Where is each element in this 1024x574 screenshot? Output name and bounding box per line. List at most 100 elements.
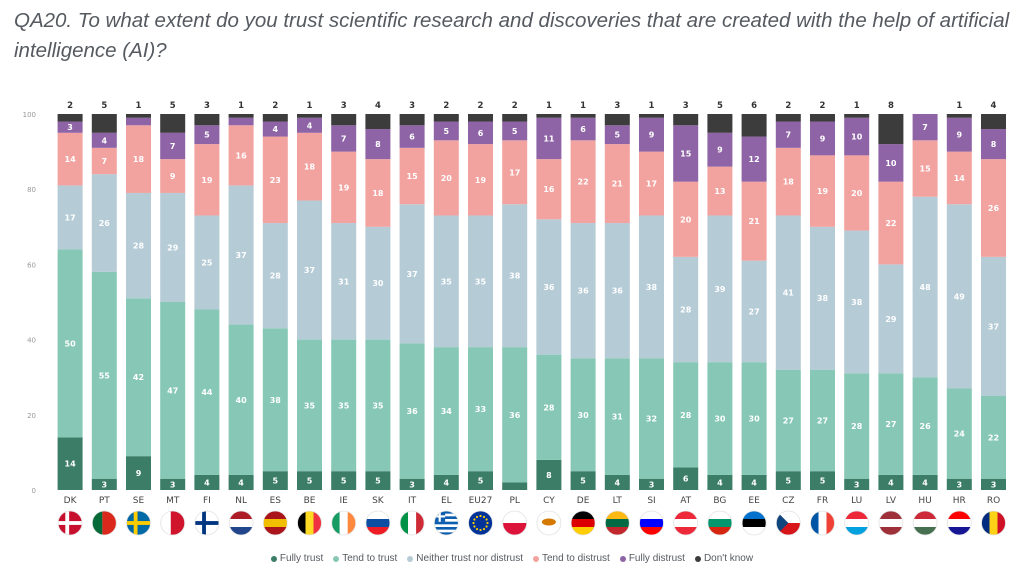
bar-segment (981, 114, 1006, 130)
bar-segment (536, 117, 562, 160)
top-value-label: 5 (170, 101, 176, 111)
bar-segment (365, 226, 391, 340)
legend-label: Fully distrust (628, 553, 685, 564)
legend-swatch (270, 555, 277, 562)
top-value-label: 3 (409, 101, 415, 111)
bar-segment (707, 474, 733, 490)
bar-segment (262, 121, 288, 137)
bar-segment (160, 114, 186, 133)
category-label: LT (613, 496, 623, 506)
bar-segment (297, 471, 322, 490)
category-label: AT (680, 496, 691, 506)
data-label: 7 (102, 157, 108, 166)
data-label: 3 (854, 480, 860, 489)
bar-segment (126, 114, 151, 118)
bar-segment (981, 159, 1006, 257)
bar-segment (126, 456, 151, 490)
top-value-label: 1 (136, 101, 142, 111)
bar-segment (946, 151, 972, 205)
data-label: 8 (546, 471, 552, 480)
bar-segment (91, 132, 117, 148)
bar-segment (912, 114, 938, 141)
bar-segment (365, 114, 391, 130)
legend-item: Don't know (694, 553, 753, 564)
bar-segment (775, 147, 801, 216)
top-value-label: 1 (238, 101, 244, 111)
data-label: 10 (851, 133, 863, 142)
legend-label: Fully trust (279, 553, 324, 564)
bar-segment (331, 471, 357, 490)
category-label: SK (372, 496, 385, 506)
data-label: 7 (170, 142, 176, 151)
bar-segment (468, 144, 493, 216)
bar-segment (262, 114, 288, 122)
flag-icon-ie (331, 510, 357, 536)
bar-segment (604, 474, 630, 490)
bar-segment (399, 343, 425, 479)
bar-segment (707, 215, 733, 363)
bar-segment (741, 136, 767, 182)
bar-segment (433, 347, 459, 475)
bar-segment (639, 478, 664, 490)
bar-segment (604, 114, 630, 126)
bar-segment (262, 328, 288, 472)
data-label: 49 (954, 292, 966, 301)
flag-icon-ro (981, 510, 1006, 536)
bar-segment (604, 358, 630, 475)
bar-segment (468, 114, 493, 122)
data-label: 37 (988, 322, 999, 331)
bar-segment (981, 396, 1006, 479)
legend-item: Tend to trust (333, 553, 397, 564)
flag-icon-de (570, 510, 596, 536)
bar-segment (810, 226, 835, 370)
bar-segment (570, 114, 596, 118)
category-label: MT (166, 496, 180, 506)
data-label: 47 (167, 386, 178, 395)
flag-icon-ee (741, 510, 767, 536)
bar-segment (775, 114, 801, 122)
top-value-label: 1 (649, 101, 655, 111)
data-label: 26 (988, 204, 1000, 213)
data-label: 18 (133, 155, 145, 164)
bar-segment (399, 204, 425, 344)
data-label: 44 (201, 388, 213, 397)
bar-segment (810, 155, 835, 227)
data-label: 10 (885, 159, 897, 168)
bar-segment (946, 478, 972, 490)
data-label: 3 (991, 480, 997, 489)
category-label: HU (918, 496, 931, 506)
flag-icon-fi (194, 510, 220, 536)
data-label: 15 (920, 165, 932, 174)
data-label: 16 (543, 185, 555, 194)
data-label: 5 (204, 131, 210, 140)
bar-segment (775, 215, 801, 370)
data-label: 18 (783, 178, 795, 187)
bar-segment (707, 114, 733, 133)
flag-icon-bg (707, 510, 733, 536)
data-label: 22 (578, 178, 589, 187)
data-label: 29 (167, 243, 179, 252)
data-label: 14 (65, 155, 77, 164)
data-label: 4 (102, 136, 108, 145)
bar-segment (673, 256, 699, 363)
y-tick-label: 20 (27, 412, 36, 420)
data-label: 9 (820, 134, 826, 143)
top-value-label: 2 (443, 101, 449, 111)
y-tick-label: 80 (27, 186, 36, 194)
bar-segment (468, 215, 493, 348)
data-label: 19 (475, 176, 487, 185)
bar-segment (810, 369, 835, 472)
data-label: 32 (646, 415, 657, 424)
data-label: 9 (170, 172, 176, 181)
category-label: DK (64, 496, 78, 506)
category-label: IT (408, 496, 417, 506)
data-label: 30 (714, 415, 726, 424)
bar-segment (194, 125, 220, 145)
category-label: SE (133, 496, 145, 506)
data-label: 17 (65, 213, 76, 222)
top-value-label: 2 (478, 101, 484, 111)
data-label: 21 (749, 217, 761, 226)
bar-segment (810, 471, 835, 490)
data-label: 33 (475, 405, 486, 414)
